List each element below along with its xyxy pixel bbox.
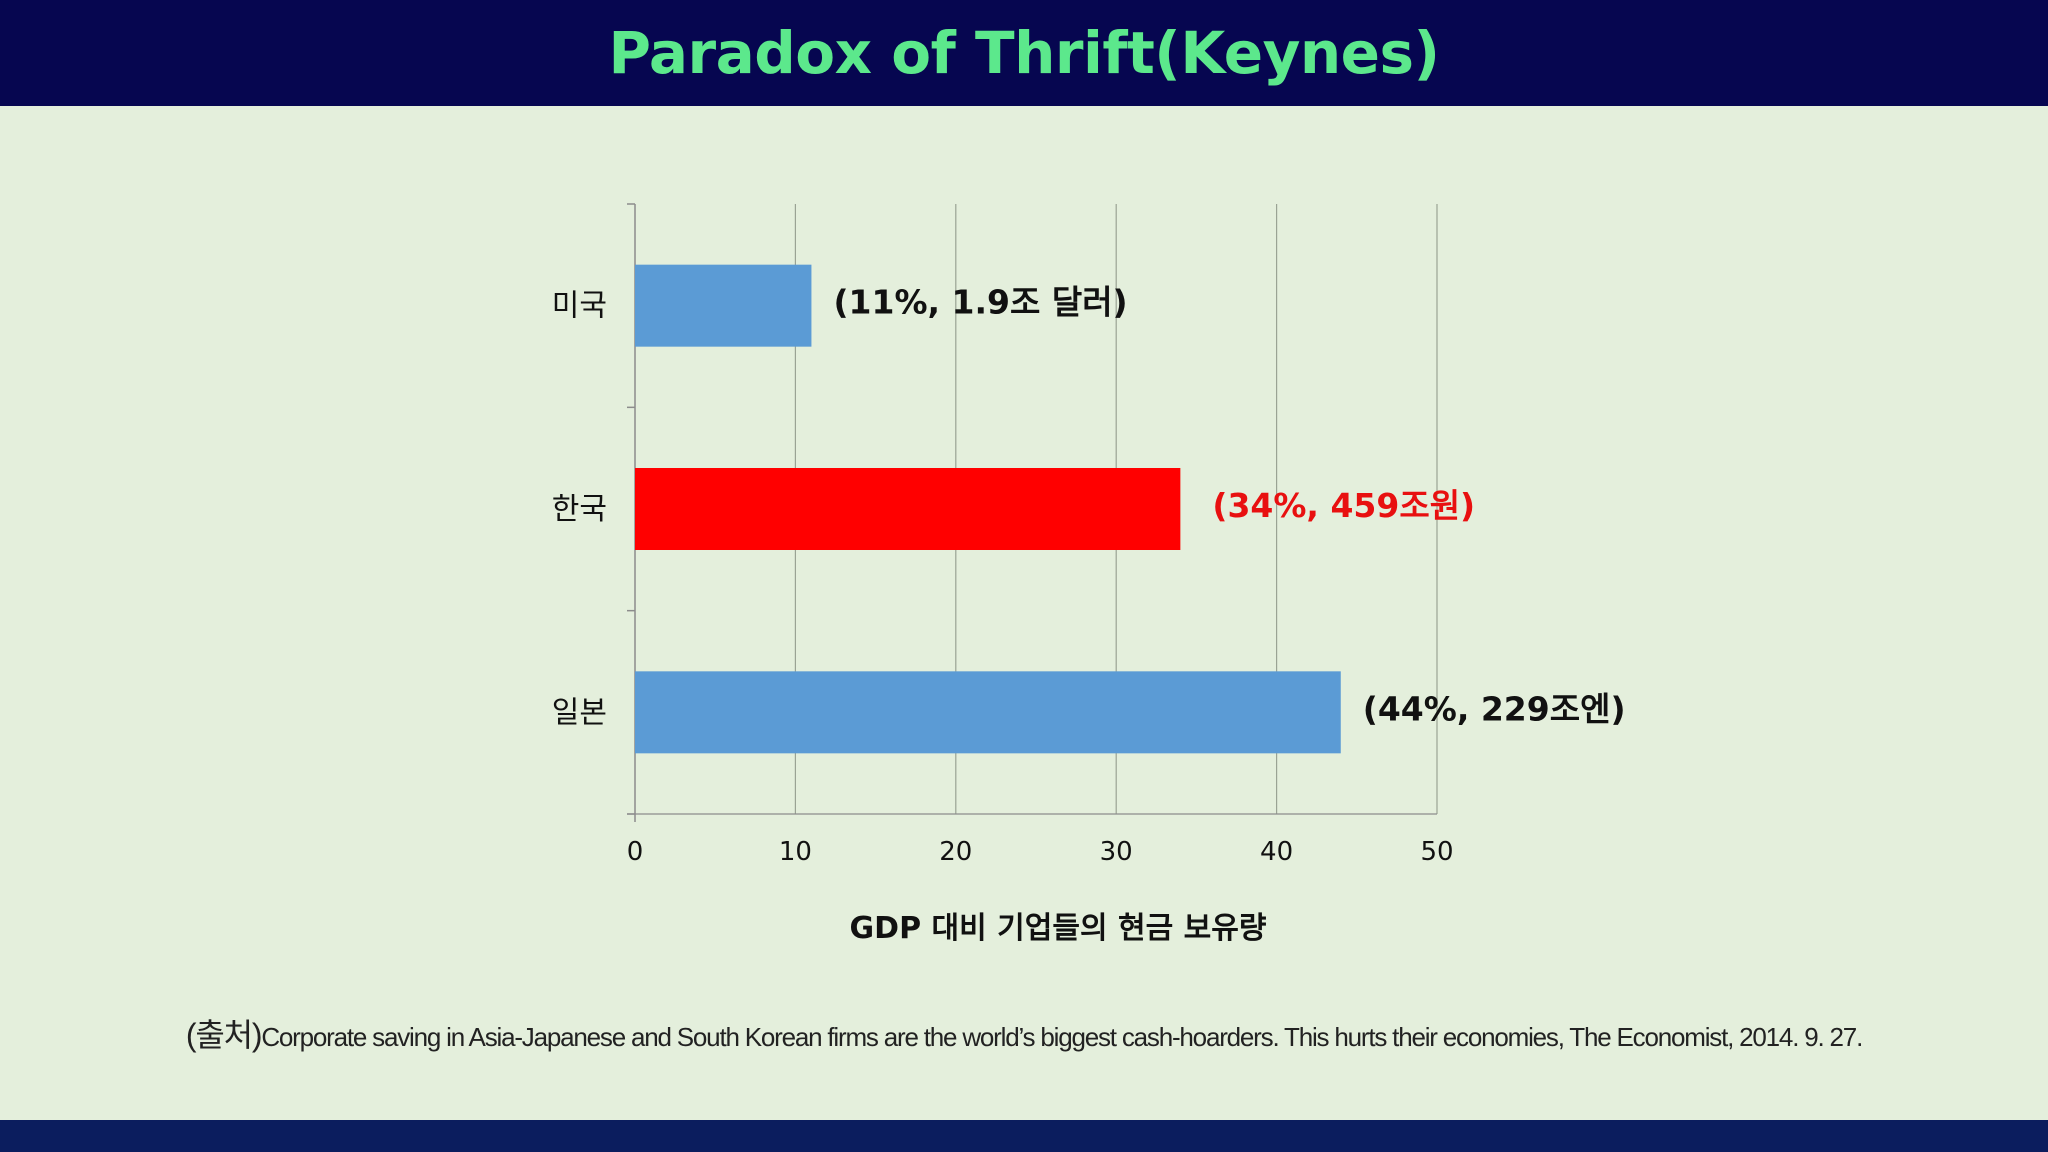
x-axis-title: GDP 대비 기업들의 현금 보유량	[850, 911, 1267, 946]
source-text: Corporate saving in Asia-Japanese and So…	[261, 1022, 1863, 1052]
data-label: (11%, 1.9조 달러)	[833, 283, 1127, 322]
bar-chart: 0 10 20 30 40 50 미국 (11%, 1.9조 달러) 한국 (34%, 459조원…	[552, 203, 1626, 946]
category-label: 미국	[552, 289, 607, 324]
x-tick-label: 40	[1260, 837, 1293, 867]
category-label: 일본	[552, 695, 607, 730]
data-label: (34%, 459조원)	[1212, 486, 1475, 525]
x-tick-label: 20	[939, 837, 972, 867]
bar-2	[635, 468, 1181, 550]
source-citation: (출처)Corporate saving in Asia-Japanese an…	[0, 1010, 2048, 1056]
category-label: 한국	[552, 492, 607, 527]
x-tick-label: 30	[1100, 837, 1133, 867]
x-tick-label: 10	[779, 837, 812, 867]
source-prefix: (출처)	[185, 1017, 263, 1053]
footer-bar	[0, 1120, 2048, 1152]
slide-title: Paradox of Thrift(Keynes)	[608, 19, 1440, 87]
x-tick-label: 50	[1420, 837, 1453, 867]
slide-header: Paradox of Thrift(Keynes)	[0, 0, 2048, 106]
x-tick-label: 0	[627, 837, 644, 867]
data-label: (44%, 229조엔)	[1363, 689, 1626, 728]
bar-3	[635, 671, 1341, 754]
bar-1	[635, 264, 812, 347]
